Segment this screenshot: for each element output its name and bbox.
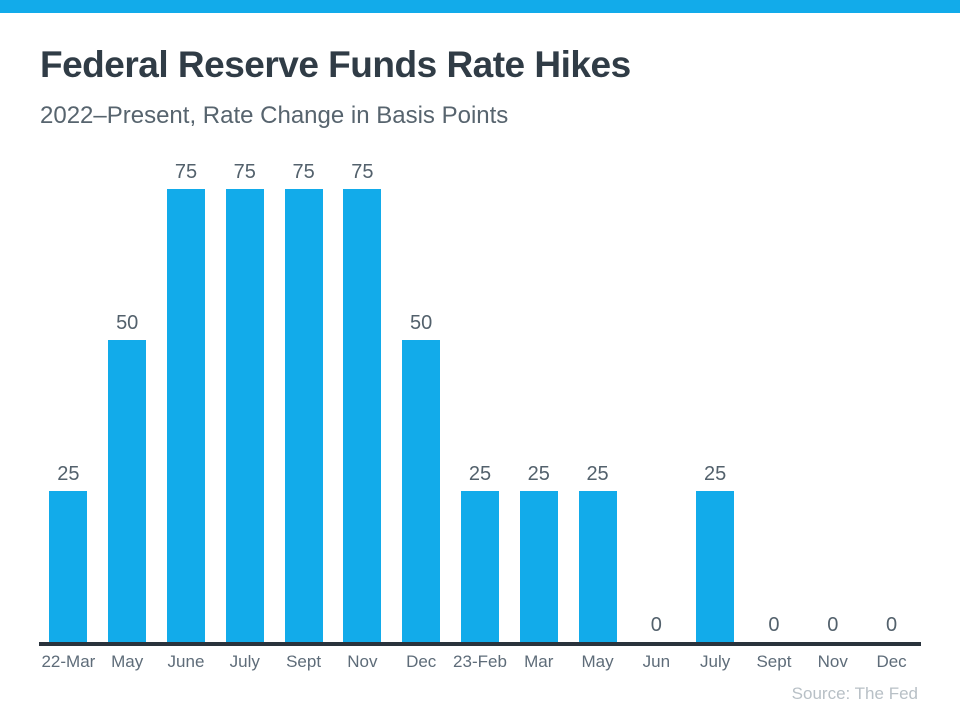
top-accent-bar <box>0 0 960 13</box>
bar-chart: 25 50 75 75 75 75 50 25 25 25 0 25 0 0 0 <box>39 160 921 642</box>
bar-column: 75 <box>333 160 392 642</box>
bar <box>402 340 441 642</box>
bar-column: 0 <box>745 160 804 642</box>
bar <box>696 491 735 642</box>
bar-value-label: 25 <box>468 463 492 485</box>
bar <box>49 491 88 642</box>
bar <box>166 189 205 642</box>
bar-column: 25 <box>509 160 568 642</box>
x-tick-label: Nov <box>347 652 378 671</box>
bar-column: 50 <box>392 160 451 642</box>
bar-column: 25 <box>568 160 627 642</box>
bar-column: 25 <box>451 160 510 642</box>
bar-value-label: 25 <box>57 463 80 485</box>
bar-value-label: 75 <box>233 161 256 183</box>
bar-value-label: 25 <box>527 463 550 485</box>
bar <box>460 491 499 642</box>
bar <box>519 491 558 642</box>
chart-title: Federal Reserve Funds Rate Hikes <box>40 44 631 85</box>
source-credit: Source: The Fed <box>791 684 918 703</box>
bar-column: 25 <box>39 160 98 642</box>
x-axis-labels: 22-Mar May June July Sept Nov Dec 23-Feb Mar May J… <box>39 652 921 672</box>
bar-value-label: 50 <box>410 312 433 334</box>
bar-value-label: 0 <box>885 614 898 636</box>
x-tick-label: July <box>700 652 731 671</box>
x-tick-label: Dec <box>876 652 907 671</box>
bar-column: 75 <box>157 160 216 642</box>
bar-column: 25 <box>686 160 745 642</box>
x-tick-label: 23-Feb <box>453 652 507 671</box>
bar-value-label: 0 <box>768 614 780 636</box>
x-tick-label: May <box>581 652 614 671</box>
bar <box>108 340 147 642</box>
x-tick-label: Mar <box>524 652 554 671</box>
bar <box>343 189 382 642</box>
x-tick-label: Dec <box>406 652 437 671</box>
bar-column: 0 <box>803 160 862 642</box>
bar-column: 75 <box>215 160 274 642</box>
bar-value-label: 50 <box>116 312 139 334</box>
bar <box>578 491 617 642</box>
x-tick-label: May <box>111 652 144 671</box>
x-tick-label: Sept <box>756 652 792 671</box>
bar-value-label: 25 <box>586 463 609 485</box>
bar-value-label: 75 <box>292 161 315 183</box>
bar-column: 50 <box>98 160 157 642</box>
chart-subtitle: 2022–Present, Rate Change in Basis Point… <box>40 102 509 129</box>
bar-column: 0 <box>862 160 921 642</box>
bar-value-label: 75 <box>351 161 374 183</box>
x-tick-label: Nov <box>817 652 848 671</box>
bar-column: 0 <box>627 160 686 642</box>
bar-column: 75 <box>274 160 333 642</box>
bar-value-label: 75 <box>174 161 198 183</box>
bar <box>225 189 264 642</box>
x-tick-label: June <box>167 652 205 671</box>
bar-value-label: 25 <box>704 463 727 485</box>
x-axis-line <box>39 642 921 646</box>
x-tick-label: Jun <box>642 652 671 671</box>
bar-value-label: 0 <box>650 614 662 636</box>
bar <box>284 189 323 642</box>
x-tick-label: July <box>229 652 260 671</box>
x-tick-label: 22-Mar <box>41 652 96 671</box>
x-tick-label: Sept <box>286 652 322 671</box>
bar-value-label: 0 <box>827 614 839 636</box>
